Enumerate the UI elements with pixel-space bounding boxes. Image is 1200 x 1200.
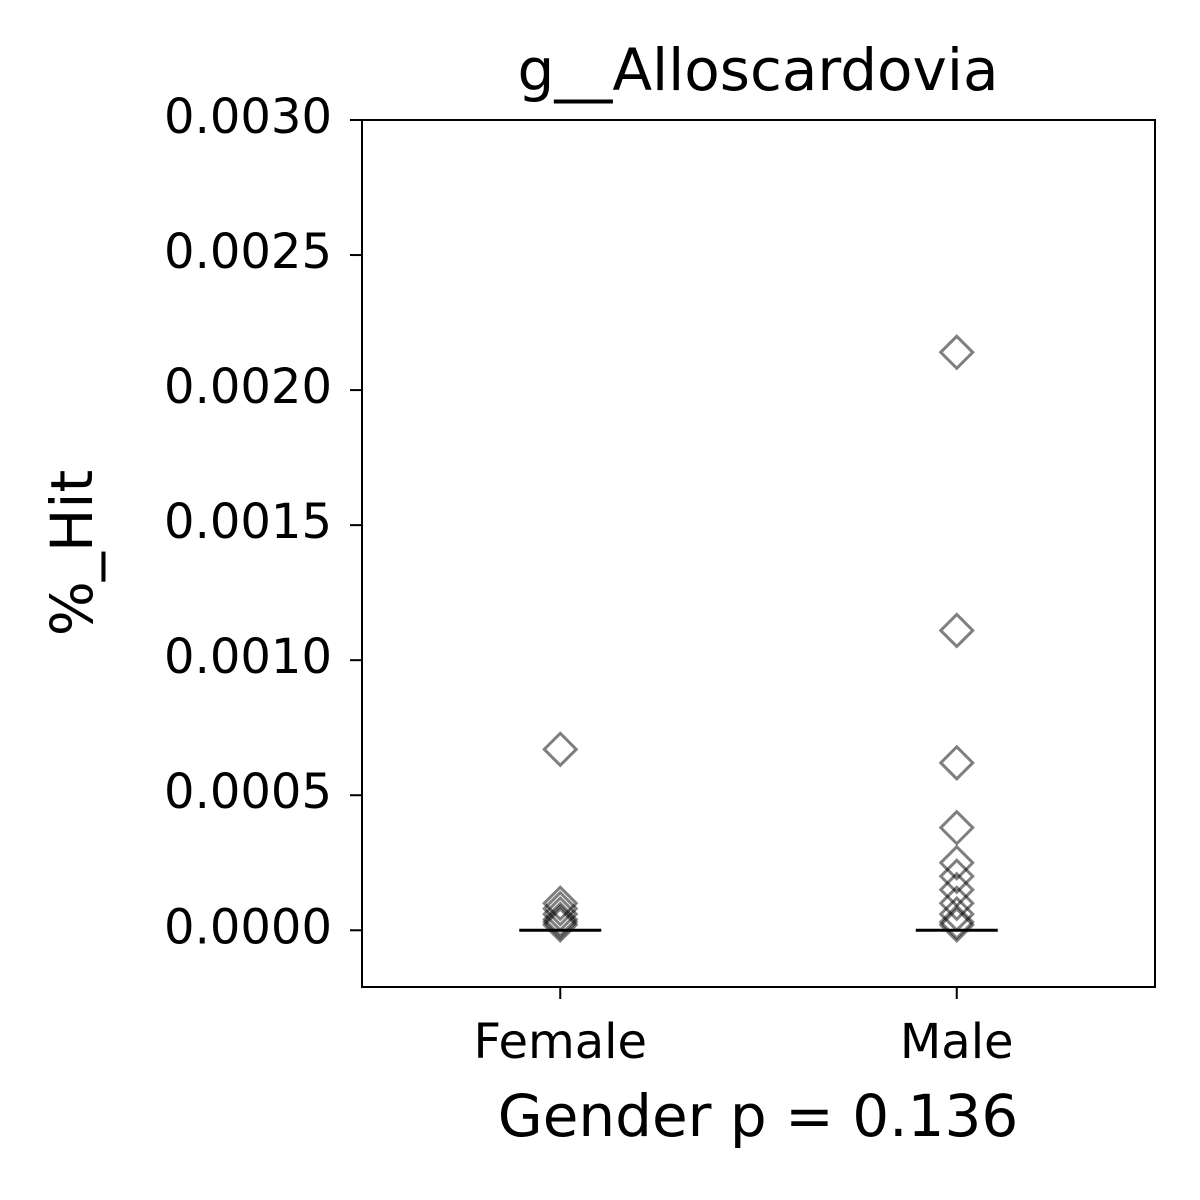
data-point xyxy=(938,906,975,943)
data-point xyxy=(938,904,975,941)
data-point xyxy=(938,809,975,846)
y-tick-label: 0.0030 xyxy=(164,89,332,145)
data-point xyxy=(938,612,975,649)
y-axis-label: %_Hit xyxy=(38,470,106,637)
data-point xyxy=(938,334,975,371)
chart-title: g__Alloscardovia xyxy=(518,36,999,104)
x-tick-label: Female xyxy=(473,1014,647,1070)
data-point xyxy=(938,885,975,922)
data-point xyxy=(938,858,975,895)
y-tick-label: 0.0000 xyxy=(164,899,332,955)
data-point xyxy=(542,901,579,938)
y-tick-label: 0.0025 xyxy=(164,224,332,280)
x-tick-label: Male xyxy=(900,1014,1014,1070)
y-tick-label: 0.0015 xyxy=(164,494,332,550)
y-tick-label: 0.0020 xyxy=(164,359,332,415)
y-tick-label: 0.0005 xyxy=(164,764,332,820)
plot-frame xyxy=(361,119,1156,988)
data-point xyxy=(542,906,579,943)
data-point xyxy=(542,731,579,768)
x-axis-label: Gender p = 0.136 xyxy=(498,1082,1019,1150)
data-point xyxy=(542,885,579,922)
y-tick-label: 0.0010 xyxy=(164,629,332,685)
data-point xyxy=(542,904,579,941)
data-point xyxy=(938,844,975,881)
data-point xyxy=(938,744,975,781)
data-point xyxy=(542,890,579,927)
